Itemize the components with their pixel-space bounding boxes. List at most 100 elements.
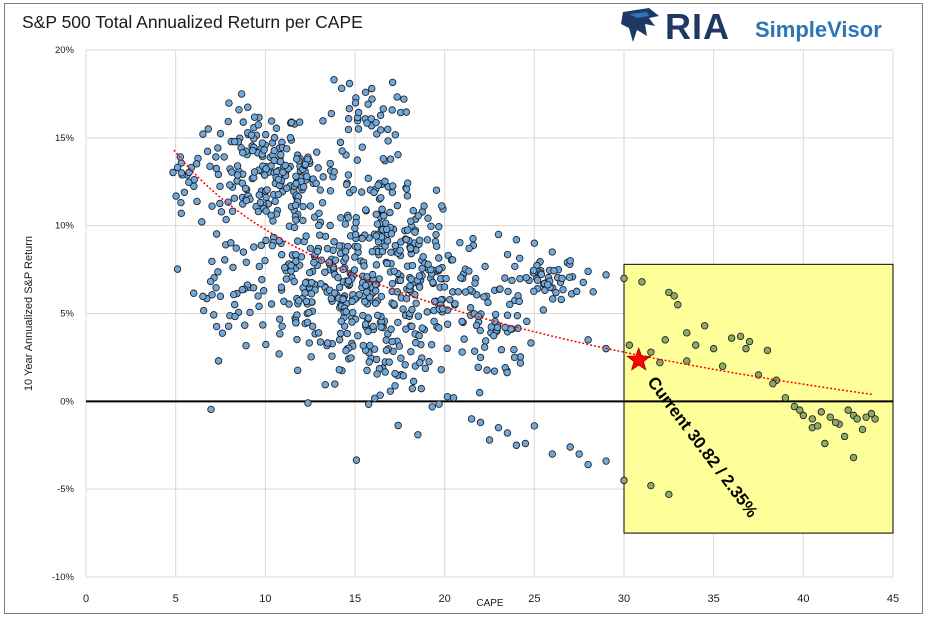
data-point [233,162,242,170]
data-point [344,171,353,179]
data-point [301,289,309,297]
data-point [480,343,489,351]
data-point [287,118,296,127]
data-point [638,278,646,286]
data-point [537,270,546,279]
data-point [262,207,270,215]
x-tick-label: 10 [259,593,271,605]
data-point [336,329,345,338]
data-point [271,197,279,206]
data-point [416,359,424,367]
data-point [307,290,316,298]
data-point [665,490,673,499]
data-point [305,309,313,317]
data-point [230,194,239,203]
data-point [306,202,315,210]
data-point [337,214,345,222]
data-point [373,370,381,378]
data-point [290,223,299,232]
data-point [357,188,366,196]
data-point [277,151,285,159]
data-point [318,199,327,207]
data-point [331,256,340,264]
data-point [408,261,417,270]
data-point [254,292,262,300]
data-point [272,124,281,132]
data-point [270,156,278,165]
data-point [393,201,402,210]
data-point [230,300,239,309]
data-point [379,105,387,113]
data-point [360,262,368,270]
data-point [530,287,538,296]
data-point [330,76,338,84]
data-point [278,322,286,330]
data-point [742,344,750,353]
data-point [384,125,392,134]
data-point [212,230,221,238]
data-point [414,431,422,439]
data-point [483,366,491,374]
data-point [238,179,247,187]
data-point [334,273,342,282]
data-point [349,308,357,317]
y-tick-label: 10% [55,221,75,232]
data-point [173,163,182,172]
data-point [377,126,385,134]
data-point [376,391,384,399]
data-point [246,308,254,317]
data-point [348,318,356,326]
data-point [261,256,269,265]
data-point [239,149,247,157]
data-point [314,164,322,172]
data-point [328,352,336,360]
data-point [423,308,431,316]
data-point [287,261,295,270]
data-point [548,450,556,458]
data-point [438,202,446,210]
data-point [207,405,215,414]
data-point [579,278,587,287]
data-point [321,381,329,389]
data-point [237,90,246,98]
data-point [372,261,381,269]
data-point [407,275,415,283]
data-point [394,150,402,159]
data-point [275,315,284,323]
data-point [388,337,396,346]
data-point [428,403,436,411]
data-point [423,236,432,244]
data-point [472,321,481,330]
data-point [342,346,350,355]
data-point [620,274,628,283]
current-point-star [626,346,652,371]
data-point [382,225,391,234]
data-point [506,300,514,309]
data-point [406,244,415,252]
data-point [335,283,344,292]
data-point [625,341,634,349]
data-point [575,450,583,458]
data-point [443,392,452,401]
data-point [274,175,283,184]
data-point [442,274,450,283]
data-point [503,250,512,259]
data-point [435,254,443,262]
data-point [330,238,338,246]
trend-line [173,149,874,396]
data-point [372,355,381,364]
data-point [821,439,829,448]
data-point [242,196,251,205]
data-point [476,353,485,362]
y-tick-label: -5% [57,484,74,495]
data-point [497,346,506,354]
data-point [371,299,380,308]
data-point [390,267,398,275]
data-point [490,367,499,375]
data-point [259,321,267,329]
data-point [293,335,301,344]
data-point [480,293,488,301]
data-point [262,193,270,202]
data-point [466,304,475,312]
data-point [458,348,466,356]
